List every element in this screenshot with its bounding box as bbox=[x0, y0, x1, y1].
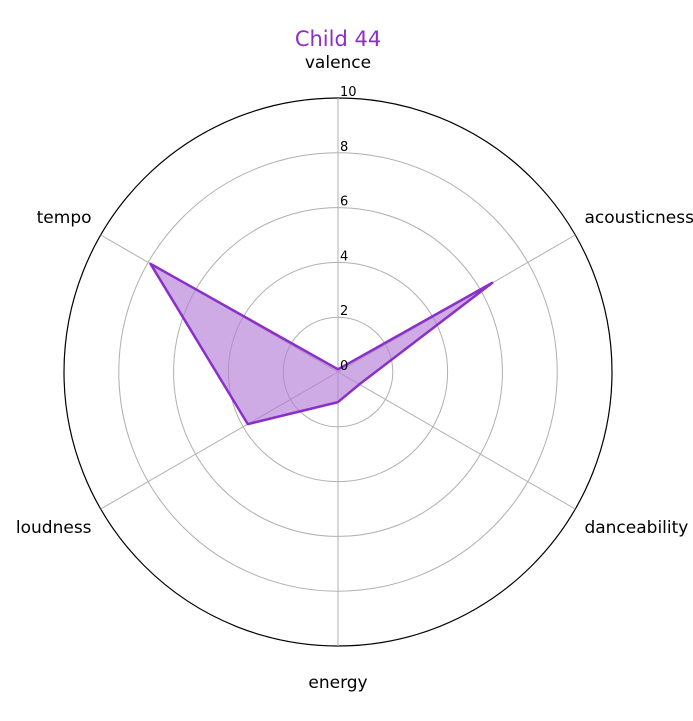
axis-label-danceability: danceability bbox=[584, 518, 688, 538]
radar-data bbox=[149, 262, 494, 426]
r-tick-label: 10 bbox=[340, 85, 357, 100]
r-tick-label: 4 bbox=[340, 249, 348, 264]
axis-label-energy: energy bbox=[308, 673, 367, 693]
radar-grid bbox=[63, 97, 613, 647]
r-tick-label: 6 bbox=[340, 195, 348, 210]
radar-labels: 0 2 4 6 8 10 valence acousticness danceability en… bbox=[16, 53, 693, 693]
r-tick-label: 2 bbox=[340, 304, 348, 319]
axis-label-acousticness: acousticness bbox=[584, 208, 693, 228]
axis-label-loudness: loudness bbox=[16, 518, 92, 538]
spoke-danceability bbox=[337, 371, 576, 510]
r-tick-label: 8 bbox=[340, 140, 348, 155]
series-area bbox=[149, 262, 494, 426]
axis-label-tempo: tempo bbox=[37, 208, 92, 228]
r-tick-label: 0 bbox=[340, 359, 348, 374]
chart-title: Child 44 bbox=[295, 27, 381, 51]
axis-label-valence: valence bbox=[305, 53, 371, 73]
